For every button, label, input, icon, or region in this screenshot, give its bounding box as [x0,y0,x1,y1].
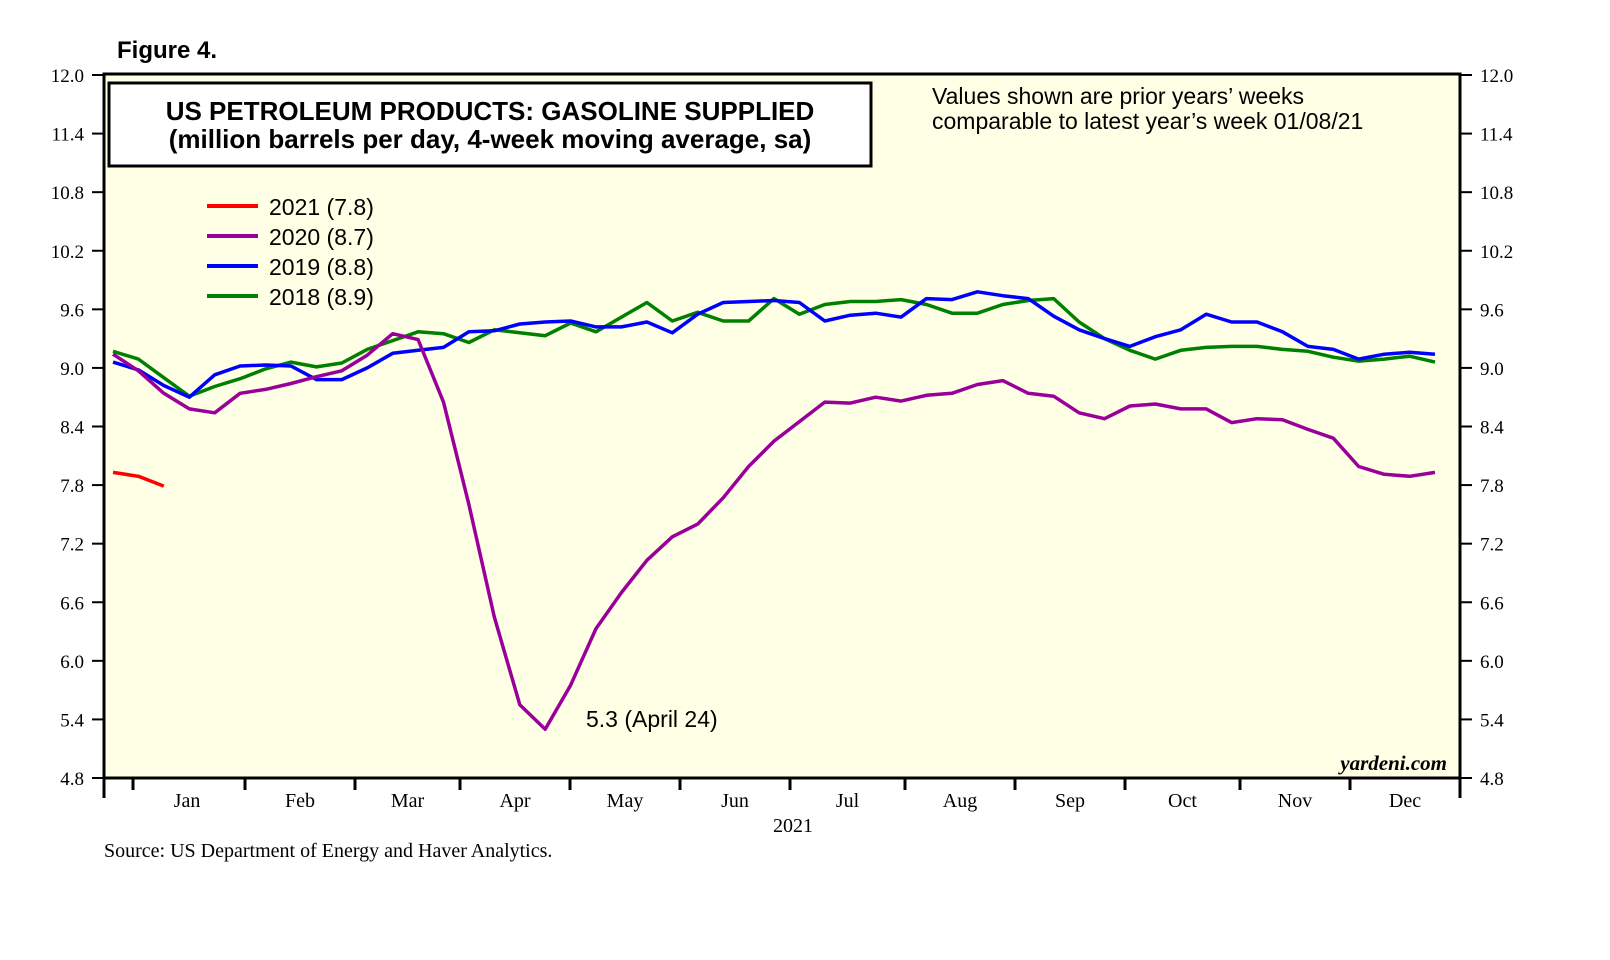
y-tick-label-right: 6.6 [1480,593,1504,614]
y-tick-label-right: 9.6 [1480,300,1504,321]
x-tick-label: Mar [391,790,425,812]
series-line-2020 [112,331,1436,731]
y-tick-label-right: 6.0 [1480,652,1504,673]
x-tick-label: Jun [721,790,749,812]
plot-area [102,72,1462,780]
y-tick-label-left: 7.2 [60,535,84,556]
y-tick-label-right: 10.8 [1480,183,1513,204]
y-tick-label-right: 12.0 [1480,66,1513,87]
y-tick-label-right: 4.8 [1480,769,1504,790]
y-tick-label-right: 5.4 [1480,710,1504,731]
y-tick-label-left: 6.6 [60,593,84,614]
watermark: yardeni.com [1337,751,1447,775]
y-tick-label-left: 10.2 [51,242,84,263]
legend-label: 2020 (8.7) [269,224,374,250]
y-tick-label-left: 9.0 [60,359,84,380]
y-tick-label-right: 10.2 [1480,242,1513,263]
y-tick-label-right: 9.0 [1480,359,1504,380]
y-tick-label-right: 7.8 [1480,476,1504,497]
legend-label: 2018 (8.9) [269,284,374,310]
x-tick-label: May [607,790,644,812]
x-tick-label: Jan [174,790,201,812]
y-tick-label-left: 10.8 [51,183,84,204]
y-tick-label-left: 4.8 [60,769,84,790]
legend-label: 2021 (7.8) [269,194,374,220]
y-tick-label-left: 7.8 [60,476,84,497]
x-axis-label: 2021 [773,815,813,837]
y-tick-label-left: 8.4 [60,418,84,439]
y-tick-label-left: 11.4 [51,125,84,146]
figure-label: Figure 4. [117,37,217,64]
y-tick-label-left: 6.0 [60,652,84,673]
x-tick-label: Aug [943,790,977,812]
note-line-2: comparable to latest year’s week 01/08/2… [932,108,1363,134]
source-note: Source: US Department of Energy and Have… [104,840,552,862]
y-tick-label-right: 7.2 [1480,535,1504,556]
x-tick-label: Dec [1389,790,1421,812]
x-tick-label: Oct [1168,790,1197,812]
chart-title: US PETROLEUM PRODUCTS: GASOLINE SUPPLIED [166,96,815,126]
series-line-2019 [112,290,1436,399]
series-line-2021 [112,470,165,488]
x-tick-label: Nov [1278,790,1312,812]
x-axis: Jan Feb Mar Apr May Jun Jul Aug Sep Oct Nov Dec [102,778,1462,812]
x-tick-label: Jul [836,790,860,812]
x-tick-label: Apr [499,790,530,812]
y-tick-label-right: 11.4 [1480,125,1513,146]
series-line-2018 [112,296,1436,398]
x-tick-label: Sep [1055,790,1085,812]
series-lines [112,290,1436,731]
legend: 2021 (7.8) 2020 (8.7) 2019 (8.8) 2018 (8.9) [207,194,374,310]
y-axis-left: 12.0 11.4 10.8 10.2 9.6 9.0 8.4 7.8 7.2 6.6 6.0 5.4… [51,66,104,790]
chart-subtitle: (million barrels per day, 4-week moving … [169,124,812,154]
y-tick-label-left: 5.4 [60,710,84,731]
title-box [107,81,873,168]
min-annotation: 5.3 (April 24) [586,706,718,732]
y-tick-label-left: 9.6 [60,300,84,321]
legend-label: 2019 (8.8) [269,254,374,280]
y-axis-right: 12.0 11.4 10.8 10.2 9.6 9.0 8.4 7.8 7.2 6.6 6.0 5.4… [1460,66,1513,790]
x-tick-label: Feb [285,790,315,812]
y-tick-label-left: 12.0 [51,66,84,87]
note-line-1: Values shown are prior years’ weeks [932,83,1304,109]
y-tick-label-right: 8.4 [1480,418,1504,439]
